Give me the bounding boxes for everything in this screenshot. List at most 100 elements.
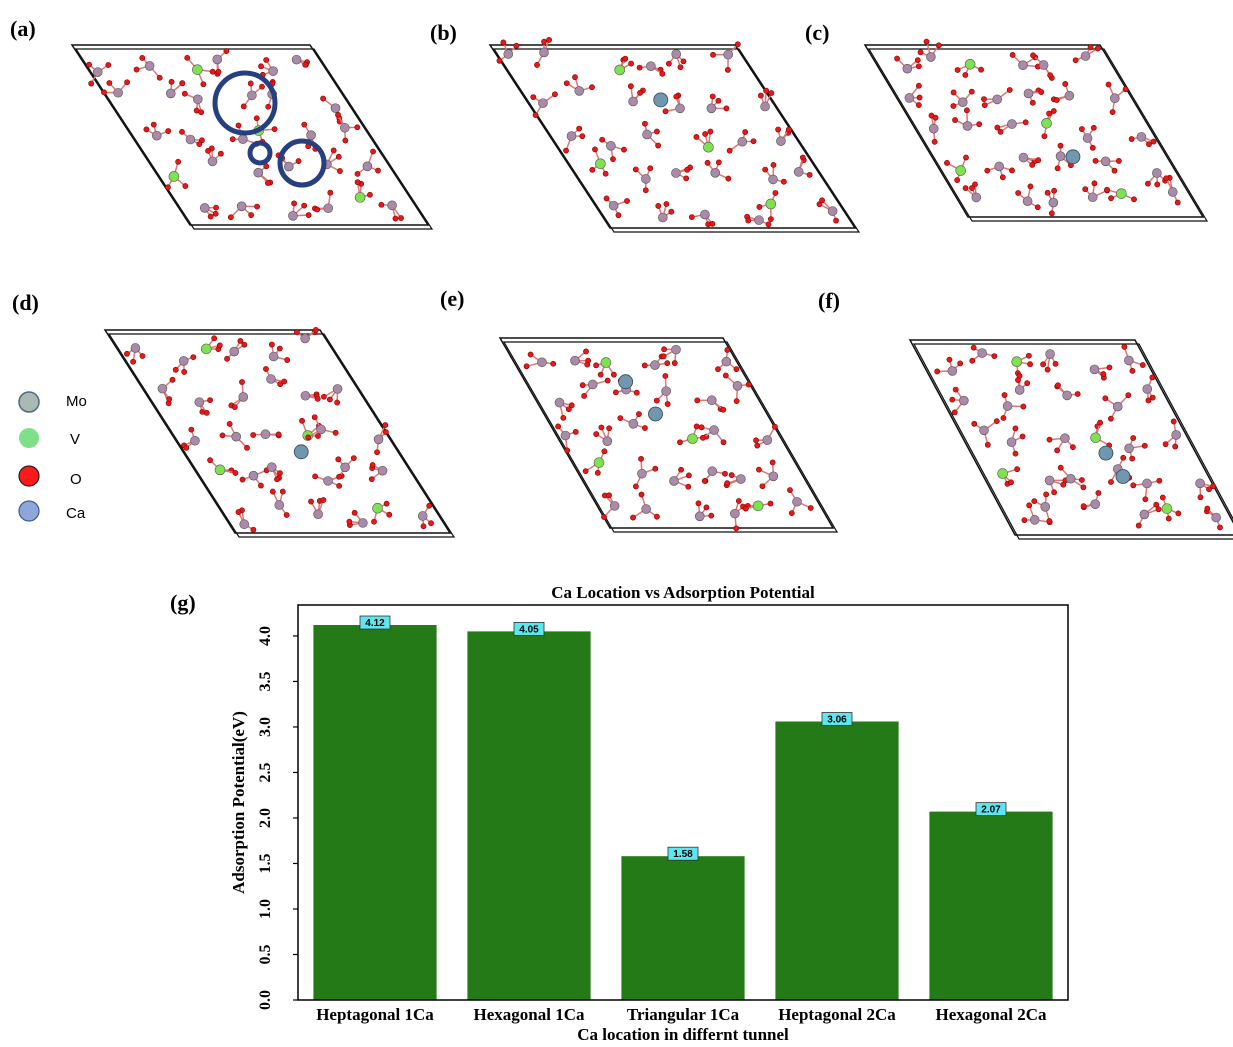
oxygen-atom [1039, 89, 1044, 94]
mo-atom [208, 157, 217, 166]
oxygen-atom [182, 369, 187, 374]
mo-atom [266, 374, 275, 383]
chart-title: Ca Location vs Adsorption Potential [551, 583, 815, 602]
oxygen-atom [686, 484, 691, 489]
legend-label: Mo [66, 393, 87, 410]
oxygen-atom [124, 80, 129, 85]
oxygen-atom [213, 205, 218, 210]
oxygen-atom [170, 377, 175, 382]
oxygen-atom [947, 357, 952, 362]
mo-atom [418, 511, 427, 520]
oxygen-atom [176, 159, 181, 164]
value-label: 2.07 [981, 805, 1001, 816]
mo-atom [926, 52, 935, 61]
oxygen-atom [610, 157, 615, 162]
mo-atom [670, 476, 679, 485]
oxygen-atom [224, 356, 229, 361]
oxygen-atom [721, 407, 726, 412]
mo-atom [1030, 515, 1039, 524]
cell-outline [504, 342, 837, 532]
oxygen-atom [299, 418, 304, 423]
oxygen-atom [165, 185, 170, 190]
oxygen-atom [703, 131, 708, 136]
bar [467, 631, 590, 1000]
oxygen-atom [1083, 187, 1088, 192]
mo-atom [288, 211, 297, 220]
oxygen-atom [642, 363, 647, 368]
oxygen-atom [367, 192, 372, 197]
oxygen-atom [212, 336, 217, 341]
oxygen-atom [1047, 437, 1052, 442]
mo-atom [341, 463, 350, 472]
panel-label: (b) [430, 20, 457, 45]
v-atom [215, 465, 225, 475]
cell-outline [914, 344, 1233, 539]
oxygen-atom [248, 81, 253, 86]
oxygen-atom [580, 134, 585, 139]
oxygen-atom [313, 474, 318, 479]
mo-atom [769, 472, 778, 481]
legend-label: V [70, 431, 80, 448]
mo-atom [152, 131, 161, 140]
bar [929, 812, 1052, 1000]
mo-atom [995, 162, 1004, 171]
oxygen-atom [1058, 465, 1063, 470]
mo-atom [179, 356, 188, 365]
oxygen-atom [582, 393, 587, 398]
legend-swatch [19, 501, 39, 521]
oxygen-atom [284, 512, 289, 517]
oxygen-atom [623, 56, 628, 61]
oxygen-atom [291, 201, 296, 206]
mo-atom [754, 216, 763, 225]
oxygen-atom [952, 410, 957, 415]
oxygen-atom [763, 167, 768, 172]
oxygen-atom [210, 69, 215, 74]
mo-atom [643, 130, 652, 139]
oxygen-atom [916, 64, 921, 69]
oxygen-atom [552, 92, 557, 97]
oxygen-atom [710, 52, 715, 57]
legend-swatch [19, 428, 39, 448]
oxygen-atom [985, 168, 990, 173]
oxygen-atom [1211, 484, 1216, 489]
mo-atom [374, 435, 383, 444]
v-atom [1091, 433, 1101, 443]
oxygen-atom [393, 216, 398, 221]
x-axis-label: Ca location in differnt tunnel [577, 1025, 789, 1044]
mo-atom [230, 347, 239, 356]
mo-atom [539, 48, 548, 57]
mo-atom [769, 175, 778, 184]
oxygen-atom [1097, 420, 1102, 425]
oxygen-atom [1027, 503, 1032, 508]
oxygen-atom [700, 435, 705, 440]
mo-atom [711, 168, 720, 177]
oxygen-atom [1013, 426, 1018, 431]
oxygen-atom [180, 81, 185, 86]
v-atom [192, 65, 202, 75]
oxygen-atom [294, 330, 299, 335]
mo-atom [1056, 152, 1065, 161]
oxygen-atom [140, 55, 145, 60]
oxygen-atom [894, 56, 899, 61]
v-atom [201, 344, 211, 354]
legend-swatch [19, 392, 39, 412]
mo-atom [963, 121, 972, 130]
oxygen-atom [157, 75, 162, 80]
oxygen-atom [197, 141, 202, 146]
oxygen-atom [566, 407, 571, 412]
oxygen-atom [531, 94, 536, 99]
oxygen-atom [241, 104, 246, 109]
oxygen-atom [565, 448, 570, 453]
v-atom [1042, 118, 1052, 128]
oxygen-atom [766, 222, 771, 227]
oxygen-atom [1022, 518, 1027, 523]
oxygen-atom [1047, 518, 1052, 523]
oxygen-atom [379, 202, 384, 207]
oxygen-atom [355, 180, 360, 185]
oxygen-atom [352, 510, 357, 515]
ca-atom [649, 407, 663, 421]
ca-atom [654, 93, 668, 107]
oxygen-atom [950, 397, 955, 402]
oxygen-atom [710, 94, 715, 99]
mo-atom [317, 425, 326, 434]
